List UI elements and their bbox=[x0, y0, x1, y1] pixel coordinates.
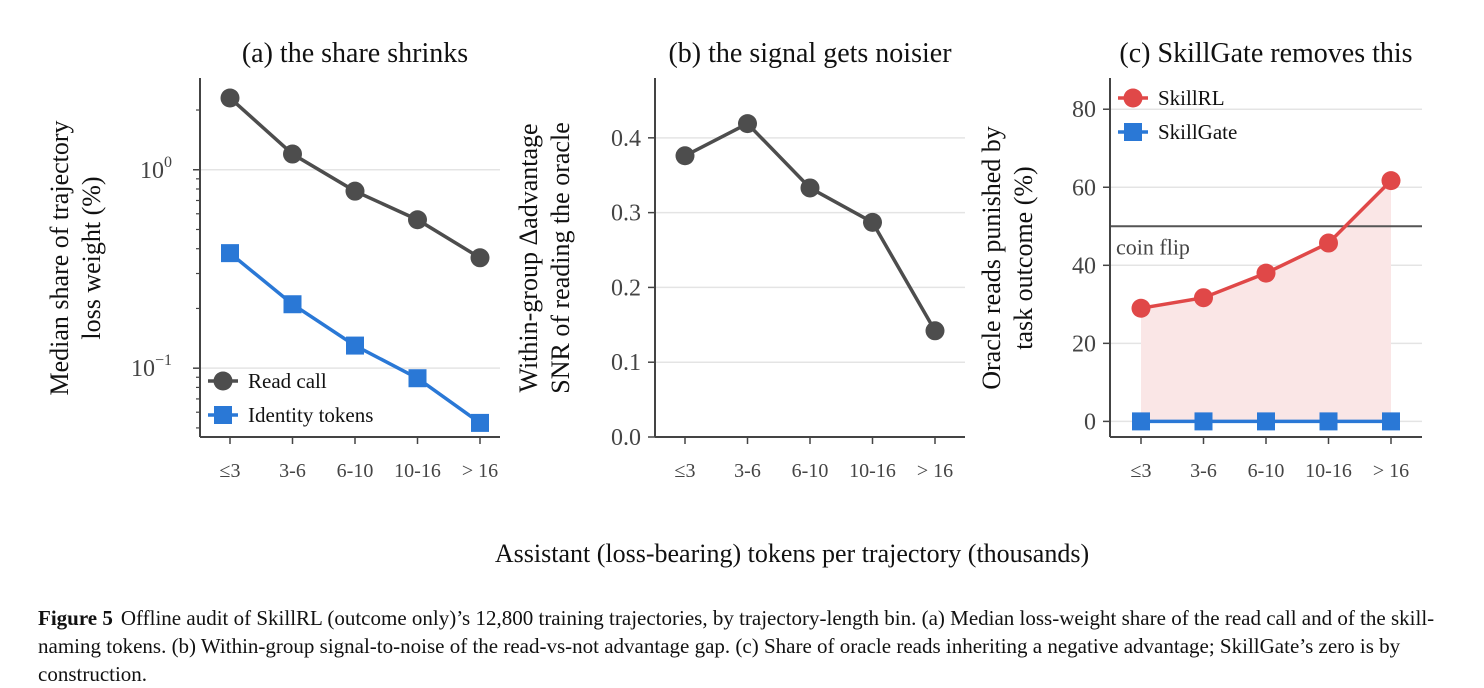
data-point bbox=[470, 248, 490, 268]
y-tick-label: 60 bbox=[1072, 175, 1096, 201]
figure-canvas: (a) the share shrinks Median share of tra… bbox=[45, 38, 1422, 568]
y-tick-label: 0.2 bbox=[611, 275, 641, 301]
data-point bbox=[345, 181, 365, 201]
x-tick-label: 6-10 bbox=[337, 460, 374, 482]
panel-title: (c) SkillGate removes this bbox=[1119, 38, 1412, 69]
data-point bbox=[471, 413, 489, 432]
panel-title: (a) the share shrinks bbox=[242, 38, 468, 69]
legend-marker bbox=[214, 406, 232, 424]
y-axis-label: Within-group Δadvantage bbox=[514, 123, 543, 392]
data-point bbox=[675, 146, 695, 166]
series-line bbox=[684, 121, 937, 332]
legend-marker bbox=[1123, 88, 1143, 108]
y-axis-label: loss weight (%) bbox=[77, 176, 106, 339]
x-tick-label: ≤3 bbox=[1131, 460, 1152, 482]
legend-marker bbox=[213, 371, 233, 391]
caption-text: Offline audit of SkillRL (outcome only)’… bbox=[38, 606, 1435, 686]
x-tick-label: 6-10 bbox=[1248, 460, 1285, 482]
y-axis-label: Median share of trajectory bbox=[45, 120, 74, 395]
data-point bbox=[738, 114, 757, 134]
y-tick-label: 0.1 bbox=[611, 350, 641, 376]
data-point bbox=[1194, 288, 1213, 308]
shared-x-axis-label: Assistant (loss-bearing) tokens per traj… bbox=[495, 539, 1089, 568]
data-point bbox=[346, 336, 364, 355]
x-tick-label: 3-6 bbox=[279, 460, 306, 482]
y-tick-label: 40 bbox=[1072, 253, 1096, 279]
panel-b: (b) the signal gets noisier Within-group … bbox=[514, 38, 965, 482]
figure-caption: Figure 5 Offline audit of SkillRL (outcom… bbox=[38, 604, 1458, 688]
y-tick-label: 10−1 bbox=[131, 352, 172, 382]
caption-label: Figure 5 bbox=[38, 606, 113, 630]
data-point bbox=[283, 295, 302, 314]
data-point bbox=[1382, 412, 1400, 431]
legend-label: SkillGate bbox=[1158, 120, 1237, 144]
legend-label: Identity tokens bbox=[248, 403, 373, 427]
x-tick-label: 3-6 bbox=[1190, 460, 1217, 482]
y-tick-label: 0.4 bbox=[611, 126, 641, 152]
data-point bbox=[221, 244, 239, 263]
x-tick-label: > 16 bbox=[462, 460, 498, 482]
data-point bbox=[220, 88, 240, 108]
x-tick-label: ≤3 bbox=[220, 460, 241, 482]
data-point bbox=[1194, 412, 1213, 431]
y-tick-label: 20 bbox=[1072, 331, 1096, 357]
x-tick-label: 10-16 bbox=[1305, 460, 1352, 482]
legend-marker bbox=[1124, 123, 1142, 141]
x-tick-label: 10-16 bbox=[394, 460, 441, 482]
y-tick-label: 100 bbox=[140, 154, 172, 184]
panel-title: (b) the signal gets noisier bbox=[668, 38, 952, 69]
legend-label: SkillRL bbox=[1158, 86, 1225, 110]
data-point bbox=[863, 212, 882, 232]
x-tick-label: > 16 bbox=[1373, 460, 1409, 482]
data-point bbox=[800, 178, 820, 198]
x-tick-label: > 16 bbox=[917, 460, 953, 482]
data-point bbox=[1131, 298, 1151, 318]
reference-line-label: coin flip bbox=[1116, 234, 1190, 259]
series-line bbox=[228, 96, 481, 260]
data-point bbox=[1256, 263, 1276, 283]
panel-a: (a) the share shrinks Median share of tra… bbox=[45, 38, 500, 482]
data-point bbox=[1381, 171, 1401, 191]
x-tick-label: 3-6 bbox=[734, 460, 761, 482]
x-tick-label: 6-10 bbox=[792, 460, 829, 482]
data-point bbox=[408, 369, 427, 388]
data-point bbox=[1132, 412, 1150, 431]
y-tick-label: 0.0 bbox=[611, 425, 641, 451]
data-point bbox=[408, 210, 427, 230]
data-point bbox=[283, 144, 302, 164]
data-point bbox=[1319, 233, 1338, 253]
y-axis-label: Oracle reads punished by bbox=[977, 126, 1006, 390]
legend-label: Read call bbox=[248, 369, 327, 393]
y-axis-label: SNR of reading the oracle bbox=[546, 122, 575, 393]
series-area-fill bbox=[1141, 180, 1391, 422]
data-point bbox=[1257, 412, 1275, 431]
y-tick-label: 80 bbox=[1072, 97, 1096, 123]
y-axis-label: task outcome (%) bbox=[1009, 166, 1038, 349]
panel-c: (c) SkillGate removes this Oracle reads p… bbox=[977, 38, 1422, 482]
y-tick-label: 0 bbox=[1084, 409, 1096, 435]
x-tick-label: 10-16 bbox=[849, 460, 896, 482]
data-point bbox=[925, 321, 945, 341]
x-tick-label: ≤3 bbox=[675, 460, 696, 482]
data-point bbox=[1319, 412, 1338, 431]
y-tick-label: 0.3 bbox=[611, 201, 641, 227]
